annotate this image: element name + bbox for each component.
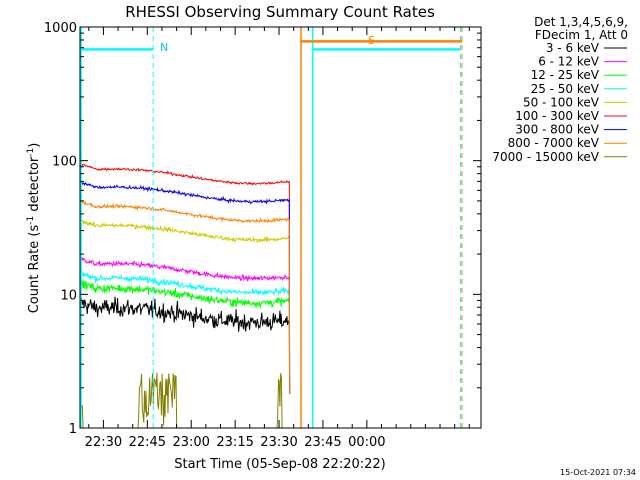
series-line-7 — [80, 199, 291, 394]
legend-label-2: 12 - 25 keV — [531, 68, 600, 82]
series-line-0 — [80, 296, 291, 394]
x-tick-label: 23:30 — [260, 435, 297, 450]
y-axis-label: Count Rate (s-1 detector-1) — [26, 143, 42, 314]
legend-label-7: 800 - 7000 keV — [508, 136, 600, 150]
y-tick-label: 10 — [60, 288, 77, 303]
chart-title: RHESSI Observing Summary Count Rates — [125, 3, 435, 21]
x-tick-label: 00:00 — [348, 435, 385, 450]
x-tick-label: 23:45 — [304, 435, 341, 450]
y-tick-label: 1000 — [44, 21, 77, 36]
legend-label-0: 3 - 6 keV — [546, 41, 600, 55]
series-line-5 — [80, 163, 291, 394]
legend-label-3: 25 - 50 keV — [531, 82, 600, 96]
y-tick-label: 100 — [52, 155, 77, 170]
legend-label-1: 6 - 12 keV — [538, 55, 600, 69]
series-line-8 — [80, 372, 289, 429]
legend-label-4: 50 - 100 keV — [523, 95, 600, 109]
x-axis-label: Start Time (05-Sep-08 22:20:22) — [174, 457, 385, 472]
x-tick-label: 22:30 — [85, 435, 122, 450]
series-line-4 — [80, 219, 291, 394]
legend-label-5: 100 - 300 keV — [515, 109, 599, 123]
series-line-2 — [80, 279, 291, 394]
marker-layer — [80, 27, 463, 428]
axis-layer: 22:30 22:45 23:00 23:15 23:30 23:45 00:00 1 10 10… — [44, 21, 481, 450]
series-line-1 — [80, 257, 291, 394]
legend-header-line-1: Det 1,3,4,5,6,9, — [534, 15, 628, 29]
series-layer — [80, 163, 291, 429]
series-line-3 — [80, 270, 291, 394]
footer-timestamp: 15-Oct-2021 07:34 — [560, 468, 636, 477]
night-label: N — [160, 41, 168, 54]
plot-frame — [79, 26, 482, 429]
legend-label-6: 300 - 800 keV — [515, 123, 599, 137]
legend-header-line-2: FDecim 1, Att 0 — [535, 28, 628, 42]
x-tick-label: 23:15 — [216, 435, 253, 450]
legend-label-8: 7000 - 15000 keV — [492, 150, 599, 164]
x-tick-label: 22:45 — [129, 435, 166, 450]
y-tick-label: 1 — [69, 422, 77, 437]
x-tick-label: 23:00 — [172, 435, 209, 450]
series-line-6 — [80, 181, 291, 394]
saa-label: S — [368, 34, 375, 47]
